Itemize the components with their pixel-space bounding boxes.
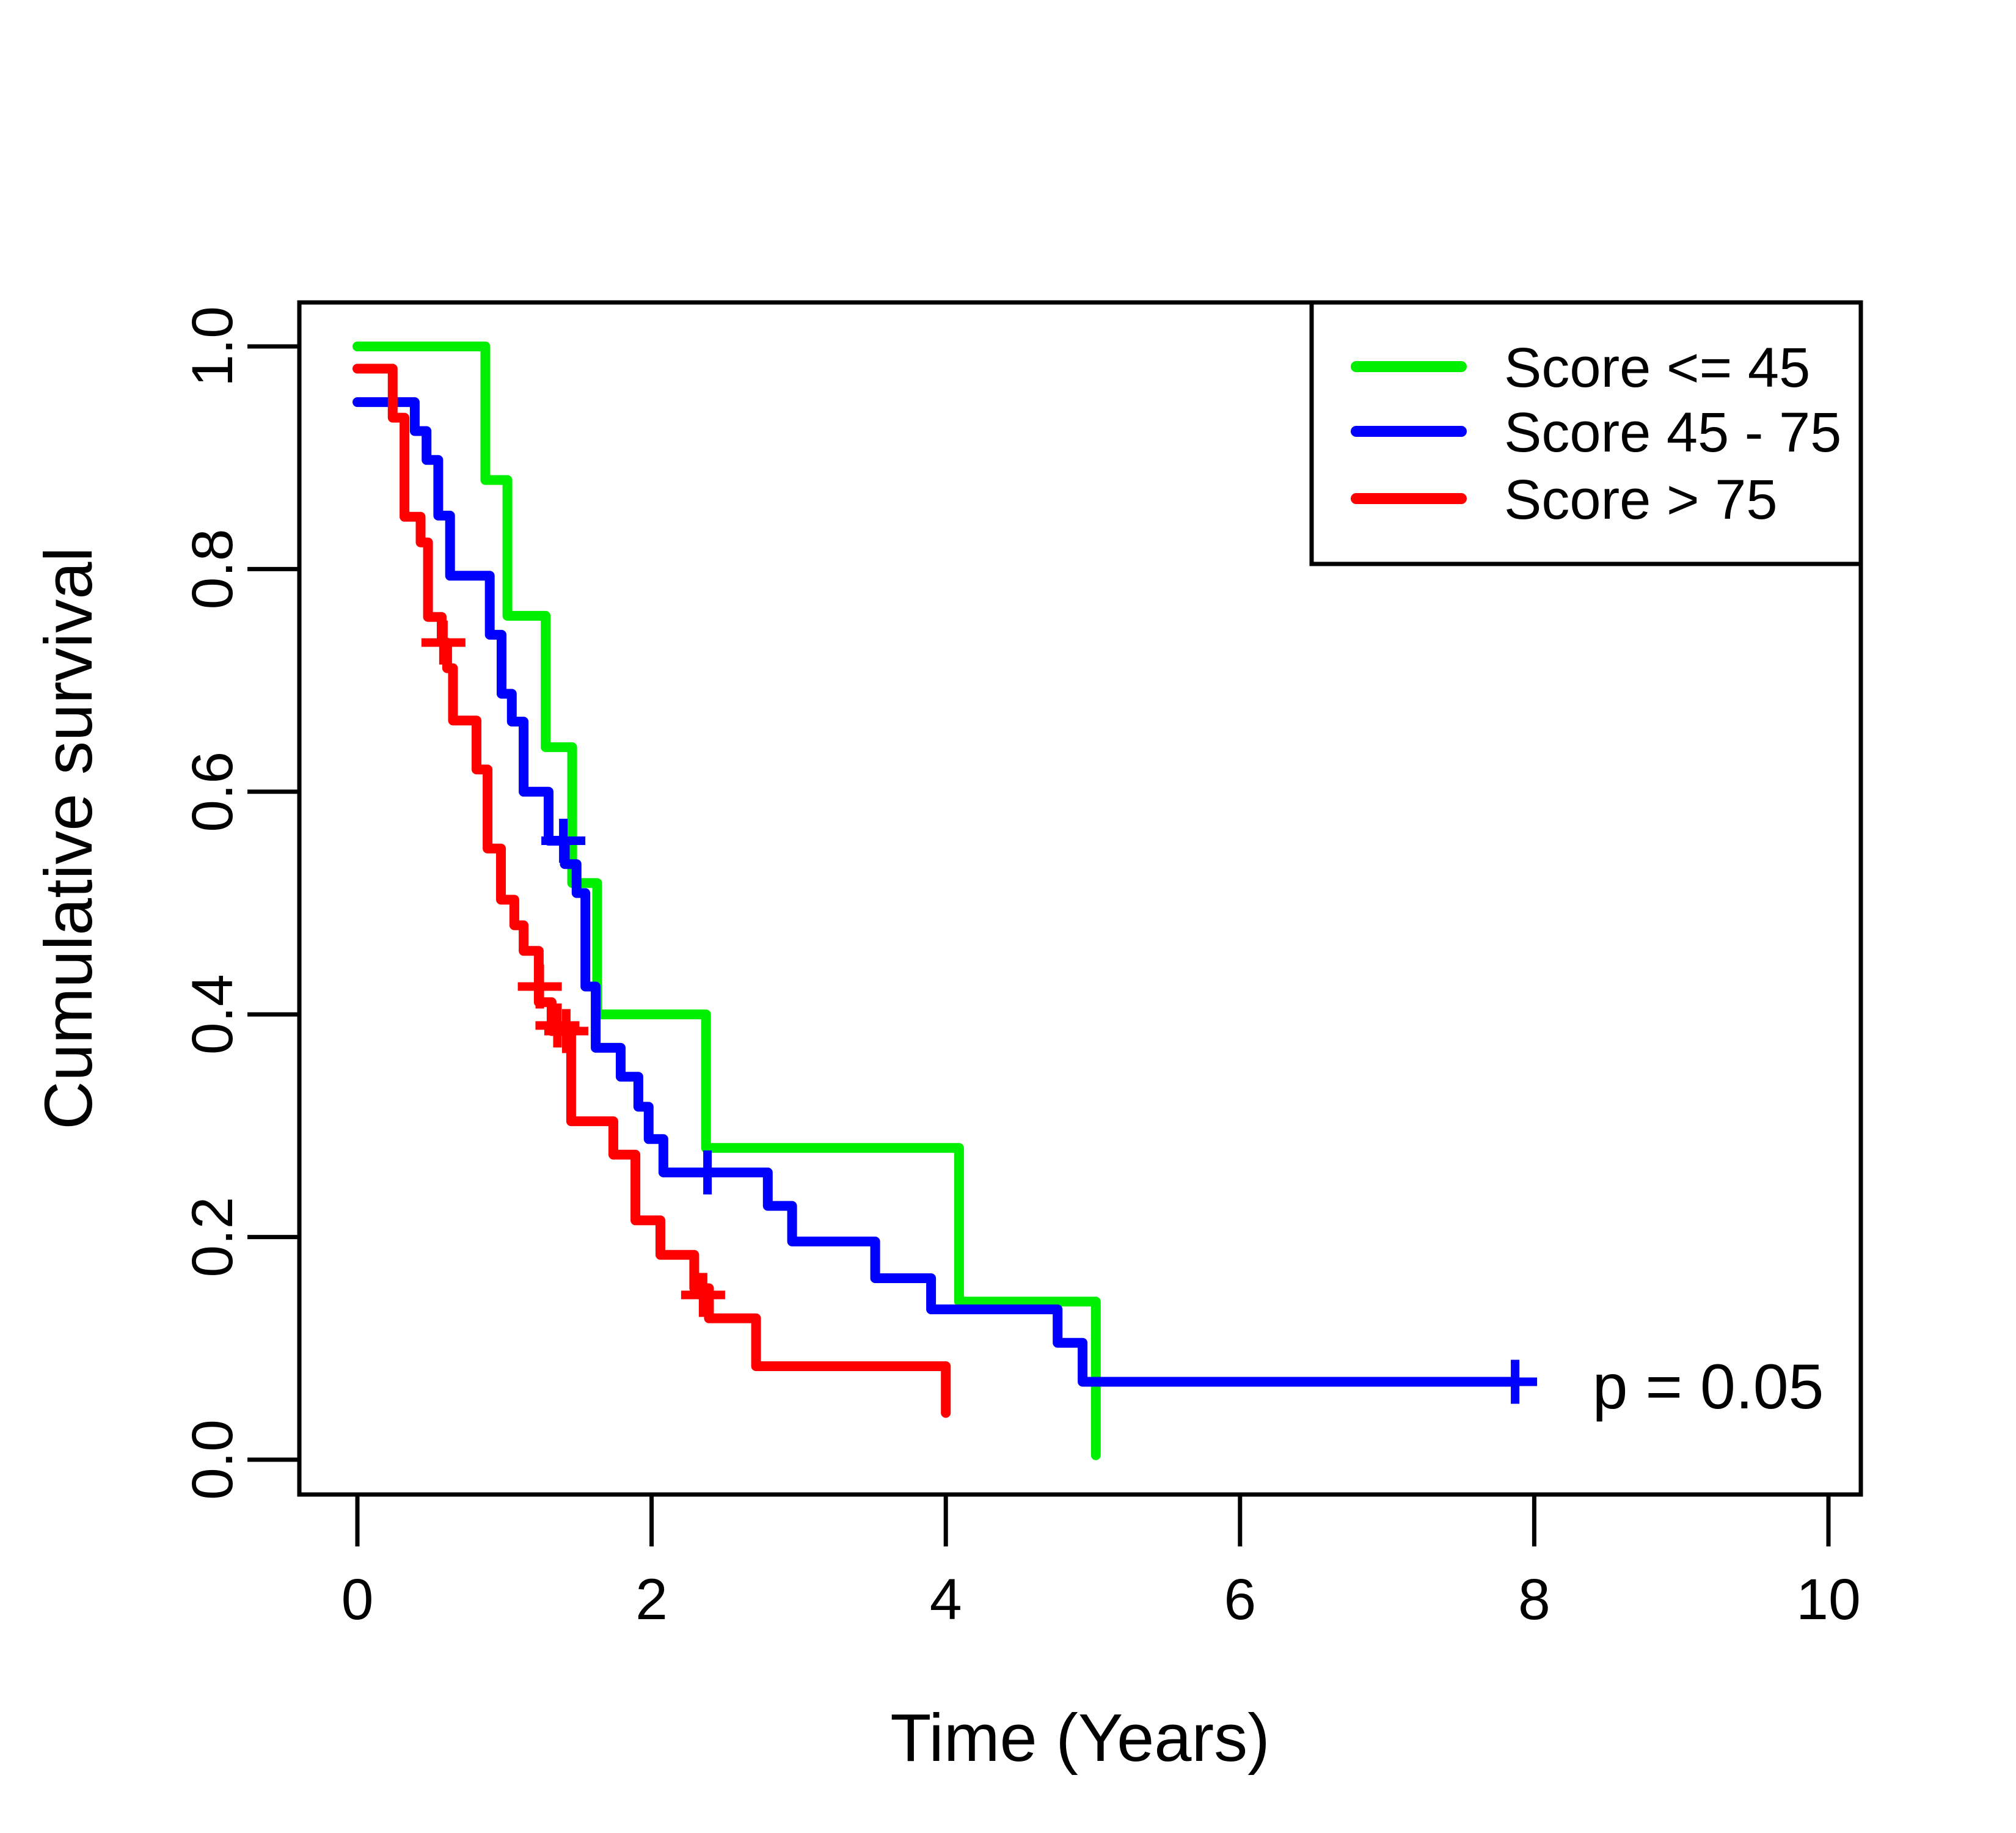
curve-2 [352,397,1521,1387]
x-axis-title: Time (Years) [890,1700,1269,1776]
x-axis: 0 2 4 6 8 10 [341,1495,1861,1632]
censor-mark [1493,1359,1538,1404]
curve-1 [352,342,1101,1460]
censor-mark [541,818,586,863]
y-tick-label: 0.2 [180,1197,245,1278]
legend-item-label: Score 45 - 75 [1504,401,1841,464]
censor-mark [685,1150,730,1195]
x-tick-label: 4 [930,1567,962,1632]
censor-mark [681,1273,725,1317]
censor-mark [544,1009,588,1053]
x-tick-label: 2 [635,1567,668,1632]
censor-mark [517,964,562,1009]
survival-curves [352,342,1538,1460]
x-tick-label: 8 [1518,1567,1550,1632]
plot-border [297,300,1863,1497]
censor-mark [421,620,466,665]
y-tick-label: 0.6 [180,752,245,832]
legend-item-label: Score > 75 [1504,469,1778,531]
y-tick-label: 0.0 [180,1419,245,1500]
y-tick-label: 1.0 [180,306,245,387]
legend-item-label: Score <= 45 [1504,337,1810,399]
x-tick-label: 6 [1224,1567,1256,1632]
y-axis-title: Cumulative survival [31,547,106,1130]
x-tick-label: 10 [1796,1567,1861,1632]
y-tick-label: 0.4 [180,974,245,1055]
y-axis: 0.0 0.2 0.4 0.6 0.8 1.0 [180,306,299,1500]
p-value-annotation: p = 0.05 [1593,1352,1824,1422]
y-tick-label: 0.8 [180,529,245,609]
curve-3 [352,364,951,1418]
censor-mark [535,1003,580,1048]
x-tick-label: 0 [341,1567,374,1632]
